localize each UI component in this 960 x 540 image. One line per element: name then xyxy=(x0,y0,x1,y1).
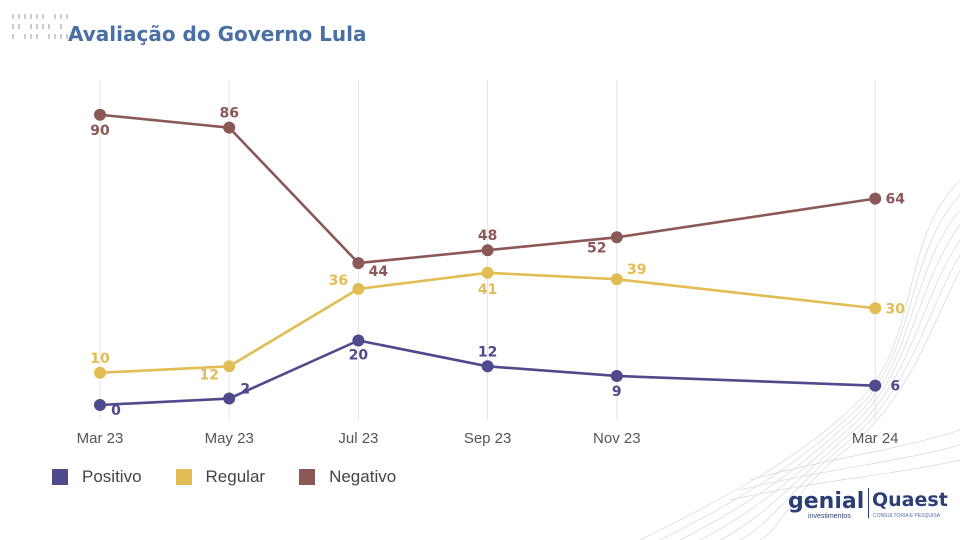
data-point-negativo xyxy=(352,257,365,270)
data-point-positivo xyxy=(610,369,623,382)
data-label-negativo: 44 xyxy=(369,264,389,280)
decorative-dots xyxy=(12,14,68,39)
legend-swatch-regular xyxy=(175,469,192,485)
data-label-positivo: 0 xyxy=(111,403,121,419)
legend-label-negativo: Negativo xyxy=(329,467,397,486)
data-label-positivo: 9 xyxy=(612,384,622,400)
chart-legend: Positivo Regular Negativo xyxy=(52,467,430,487)
data-point-negativo xyxy=(223,121,236,134)
data-label-positivo: 20 xyxy=(349,348,369,364)
legend-swatch-positivo xyxy=(52,469,68,485)
legend-item-regular: Regular xyxy=(175,467,266,487)
x-tick-label: Mar 24 xyxy=(852,430,899,447)
data-point-positivo xyxy=(223,392,236,405)
data-point-negativo xyxy=(481,244,494,257)
data-label-positivo: 12 xyxy=(478,344,497,360)
data-point-positivo xyxy=(352,334,365,347)
data-label-regular: 30 xyxy=(885,301,905,317)
series-line-regular xyxy=(99,271,876,375)
data-point-regular xyxy=(610,273,623,286)
data-label-regular: 36 xyxy=(329,273,348,289)
genial-logo: genial xyxy=(788,489,864,514)
data-label-positivo: 6 xyxy=(890,379,900,395)
series-line-positivo xyxy=(99,339,876,407)
data-point-regular xyxy=(869,302,882,315)
legend-label-positivo: Positivo xyxy=(82,467,142,486)
data-point-regular xyxy=(352,282,365,295)
decorative-waves xyxy=(639,179,960,540)
data-point-regular xyxy=(94,366,106,379)
x-tick-label: May 23 xyxy=(205,430,254,447)
data-label-negativo: 90 xyxy=(90,123,110,139)
data-label-positivo: 2 xyxy=(240,382,250,398)
data-point-regular xyxy=(481,266,494,279)
data-label-regular: 12 xyxy=(199,367,218,383)
x-tick-label: Nov 23 xyxy=(593,430,641,447)
data-point-negativo xyxy=(610,231,623,244)
data-label-negativo: 52 xyxy=(587,240,606,256)
data-point-positivo xyxy=(481,360,494,373)
sponsor-logos: genial investimentos Quaest CONSULTORIA … xyxy=(788,488,948,520)
data-label-regular: 39 xyxy=(627,262,646,278)
data-label-negativo: 48 xyxy=(478,228,497,244)
data-point-positivo xyxy=(94,399,106,411)
legend-item-negativo: Negativo xyxy=(299,467,396,487)
legend-swatch-negativo xyxy=(299,469,316,485)
x-tick-label: Sep 23 xyxy=(464,430,512,447)
legend-label-regular: Regular xyxy=(205,467,266,486)
data-point-negativo xyxy=(94,108,106,121)
data-label-regular: 10 xyxy=(90,351,110,367)
data-label-negativo: 64 xyxy=(885,192,905,208)
chart-title: Avaliação do Governo Lula xyxy=(68,22,367,46)
data-label-regular: 41 xyxy=(478,282,497,298)
x-tick-label: Mar 23 xyxy=(77,430,124,447)
quaest-logo-sub: CONSULTORIA E PESQUISA xyxy=(873,513,941,519)
data-point-regular xyxy=(223,360,236,373)
series-line-negativo xyxy=(99,113,876,265)
x-tick-label: Jul 23 xyxy=(338,430,378,447)
quaest-logo: Quaest xyxy=(872,489,948,511)
data-label-negativo: 86 xyxy=(219,106,238,122)
data-point-negativo xyxy=(869,192,882,205)
legend-item-positivo: Positivo xyxy=(52,467,142,487)
genial-logo-sub: investimentos xyxy=(808,513,851,520)
data-point-positivo xyxy=(869,379,882,392)
